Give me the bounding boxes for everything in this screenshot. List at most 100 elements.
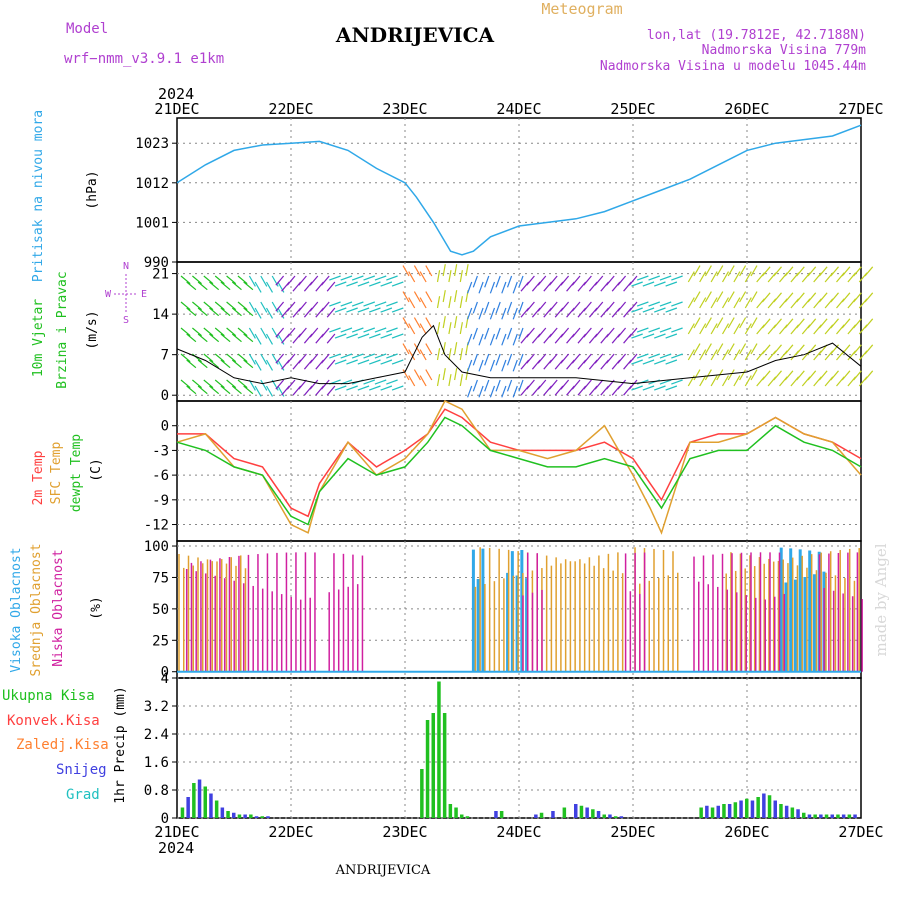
x-tick-label-bottom: 23DEC — [382, 823, 427, 841]
wind-arrow — [642, 333, 655, 339]
wind-arrow — [560, 379, 570, 390]
wind-arrow — [549, 379, 558, 390]
x-axis-bottom: 21DEC 22DEC 23DEC 24DEC 25DEC 26DEC 27DEC — [154, 823, 883, 841]
wind-ytick-label: 0 — [161, 388, 169, 404]
wind-arrow — [733, 349, 741, 361]
precip-bar — [807, 814, 812, 818]
wind-arrow — [648, 327, 661, 333]
temp-ytick-label: -6 — [152, 468, 169, 484]
wind-arrow — [841, 266, 851, 277]
precip-bar — [790, 807, 795, 818]
wind-arrow — [716, 317, 724, 329]
wind-arrow — [501, 385, 507, 398]
wind-arrow — [654, 307, 666, 313]
wind-arrow — [484, 275, 490, 288]
wind-arrow — [363, 301, 376, 307]
wind-arrow — [665, 385, 678, 391]
wind-arrow — [243, 333, 254, 343]
wind-arrow — [309, 353, 319, 364]
wind-arrow — [298, 379, 307, 390]
precip-bar — [847, 814, 852, 818]
wind-arrow — [231, 281, 242, 291]
wind-arrow — [363, 379, 376, 385]
precip-bar — [824, 814, 829, 818]
wind-arrow — [465, 264, 469, 277]
wind-arrow — [254, 307, 262, 319]
wind-arrow — [704, 343, 712, 355]
wind-arrow — [413, 343, 421, 355]
wind-arrow — [380, 333, 393, 339]
wind-arrow — [526, 275, 535, 286]
wind-arrow — [853, 344, 862, 355]
wind-arrow — [271, 301, 279, 313]
wind-arrow — [326, 385, 336, 396]
wind-arrow — [710, 349, 718, 361]
precip-bar — [254, 816, 259, 818]
wind-arrow — [478, 281, 484, 294]
wind-arrow — [248, 327, 256, 339]
wind-arrow — [750, 317, 758, 329]
wind-arrow — [340, 301, 353, 307]
precip-bar — [180, 807, 185, 818]
wind-arrow — [710, 375, 718, 387]
wind-arrow — [459, 270, 463, 283]
wind-arrow — [226, 379, 237, 389]
x-tick-label-top: 22DEC — [268, 100, 313, 118]
wind-arrow — [489, 307, 496, 320]
wind-arrow — [380, 359, 393, 365]
precip-bar — [186, 797, 190, 818]
wind-arrow — [796, 318, 805, 329]
wind-arrow — [386, 379, 398, 385]
wind-arrow — [693, 291, 701, 303]
wind-arrow — [628, 301, 638, 312]
precip-legend-grad: Grad — [66, 787, 100, 803]
compass-rose: N S W E — [105, 261, 147, 326]
wind-arrow — [248, 301, 256, 313]
wind-arrow — [830, 292, 839, 303]
wind-arrow — [506, 379, 513, 392]
precip-legend-total: Ukupna Kisa — [2, 688, 95, 704]
wind-arrow — [467, 359, 473, 372]
wind-ylabel-sub: Brzina i Pravac — [55, 271, 70, 388]
wind-arrow — [448, 270, 452, 283]
x-tick-label-top: 27DEC — [838, 100, 883, 118]
wind-arrow — [386, 301, 398, 307]
wind-arrow — [231, 359, 242, 369]
temp-ytick-label: -12 — [144, 518, 169, 534]
wind-arrow — [186, 307, 197, 317]
wind-arrow — [693, 343, 701, 355]
wind-arrow — [560, 275, 570, 286]
wind-arrow — [180, 275, 191, 285]
wind-arrow — [321, 327, 330, 338]
wind-arrow — [321, 379, 330, 390]
precip-bar — [819, 814, 823, 818]
wind-arrow — [472, 301, 478, 314]
precip-ytick-label: 0.8 — [144, 783, 169, 799]
wind-arrow — [275, 353, 285, 364]
wind-arrow — [594, 327, 604, 338]
x-axis-top: 21DEC 22DEC 23DEC 24DEC 25DEC 26DEC 27DEC — [154, 100, 883, 118]
wind-arrow — [203, 327, 214, 337]
wind-arrow — [727, 317, 735, 329]
wind-arrow — [733, 323, 741, 335]
wind-arrow — [721, 375, 730, 387]
wind-arrow — [818, 370, 828, 381]
wind-arrow — [841, 370, 851, 381]
wind-arrow — [448, 322, 452, 335]
precip-bar — [454, 807, 458, 818]
cloud-ytick-label: 75 — [152, 570, 169, 586]
wind-arrow — [512, 359, 518, 372]
wind-arrow — [606, 327, 615, 338]
wind-arrow — [380, 307, 393, 313]
wind-arrow — [761, 292, 771, 303]
wind-arrow — [402, 291, 410, 303]
wind-arrow — [180, 353, 191, 363]
wind-arrow — [671, 327, 683, 333]
wind-arrow — [807, 318, 817, 329]
wind-arrow — [277, 359, 285, 371]
compass-north: N — [123, 261, 129, 272]
precip-bar — [442, 713, 447, 818]
wind-arrow — [309, 327, 319, 338]
x-tick-label-top: 25DEC — [610, 100, 655, 118]
wind-arrow — [721, 323, 730, 335]
